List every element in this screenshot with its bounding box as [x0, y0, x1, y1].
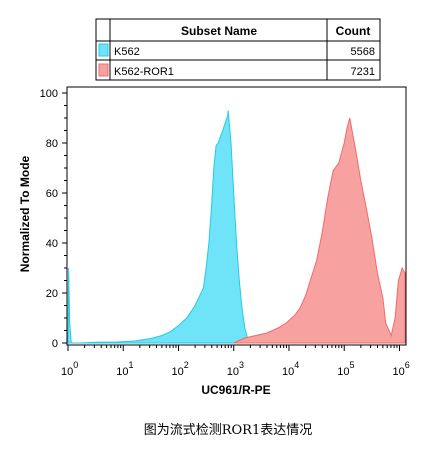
legend-count-k562: 5568 [351, 46, 375, 58]
figure-caption: 图为流式检测ROR1表达情况 [144, 423, 313, 438]
legend-swatch-k562 [98, 43, 109, 57]
legend-swatch-k562-ror1 [98, 63, 109, 77]
y-axis-label: Normalized To Mode [18, 155, 32, 272]
y-tick-label: 60 [46, 188, 58, 200]
header-subset-name: Subset Name [181, 24, 257, 38]
y-tick-label: 0 [52, 338, 58, 350]
plot-frame [66, 86, 407, 346]
y-tick-label: 20 [46, 288, 58, 300]
y-tick-label: 80 [46, 138, 58, 150]
header-count: Count [336, 24, 371, 38]
x-tick-label: 105 [337, 360, 354, 378]
series-layer [67, 110, 406, 344]
x-tick-label: 102 [171, 360, 188, 378]
x-tick-label: 101 [116, 360, 133, 378]
y-tick-label: 100 [40, 88, 58, 100]
x-tick-label: 104 [282, 360, 299, 378]
subset-table: Subset Name Count K562 5568 K562-ROR1 72… [95, 18, 381, 81]
x-axis-label: UC961/R-PE [201, 383, 270, 397]
x-axis: 100 101 102 103 104 105 106 [61, 345, 410, 378]
legend-label-k562-ror1: K562-ROR1 [114, 66, 174, 78]
x-tick-label: 103 [227, 360, 244, 378]
series-area-k562 [67, 110, 262, 344]
x-tick-label: 106 [392, 360, 409, 378]
y-axis: 0 20 40 60 80 100 [40, 88, 67, 350]
subset-table-border [95, 18, 381, 81]
series-area-k562-ror1 [233, 117, 406, 344]
y-tick-label: 40 [46, 238, 58, 250]
legend-label-k562: K562 [114, 46, 140, 58]
x-tick-label: 100 [61, 360, 78, 378]
legend-count-k562-ror1: 7231 [351, 66, 375, 78]
